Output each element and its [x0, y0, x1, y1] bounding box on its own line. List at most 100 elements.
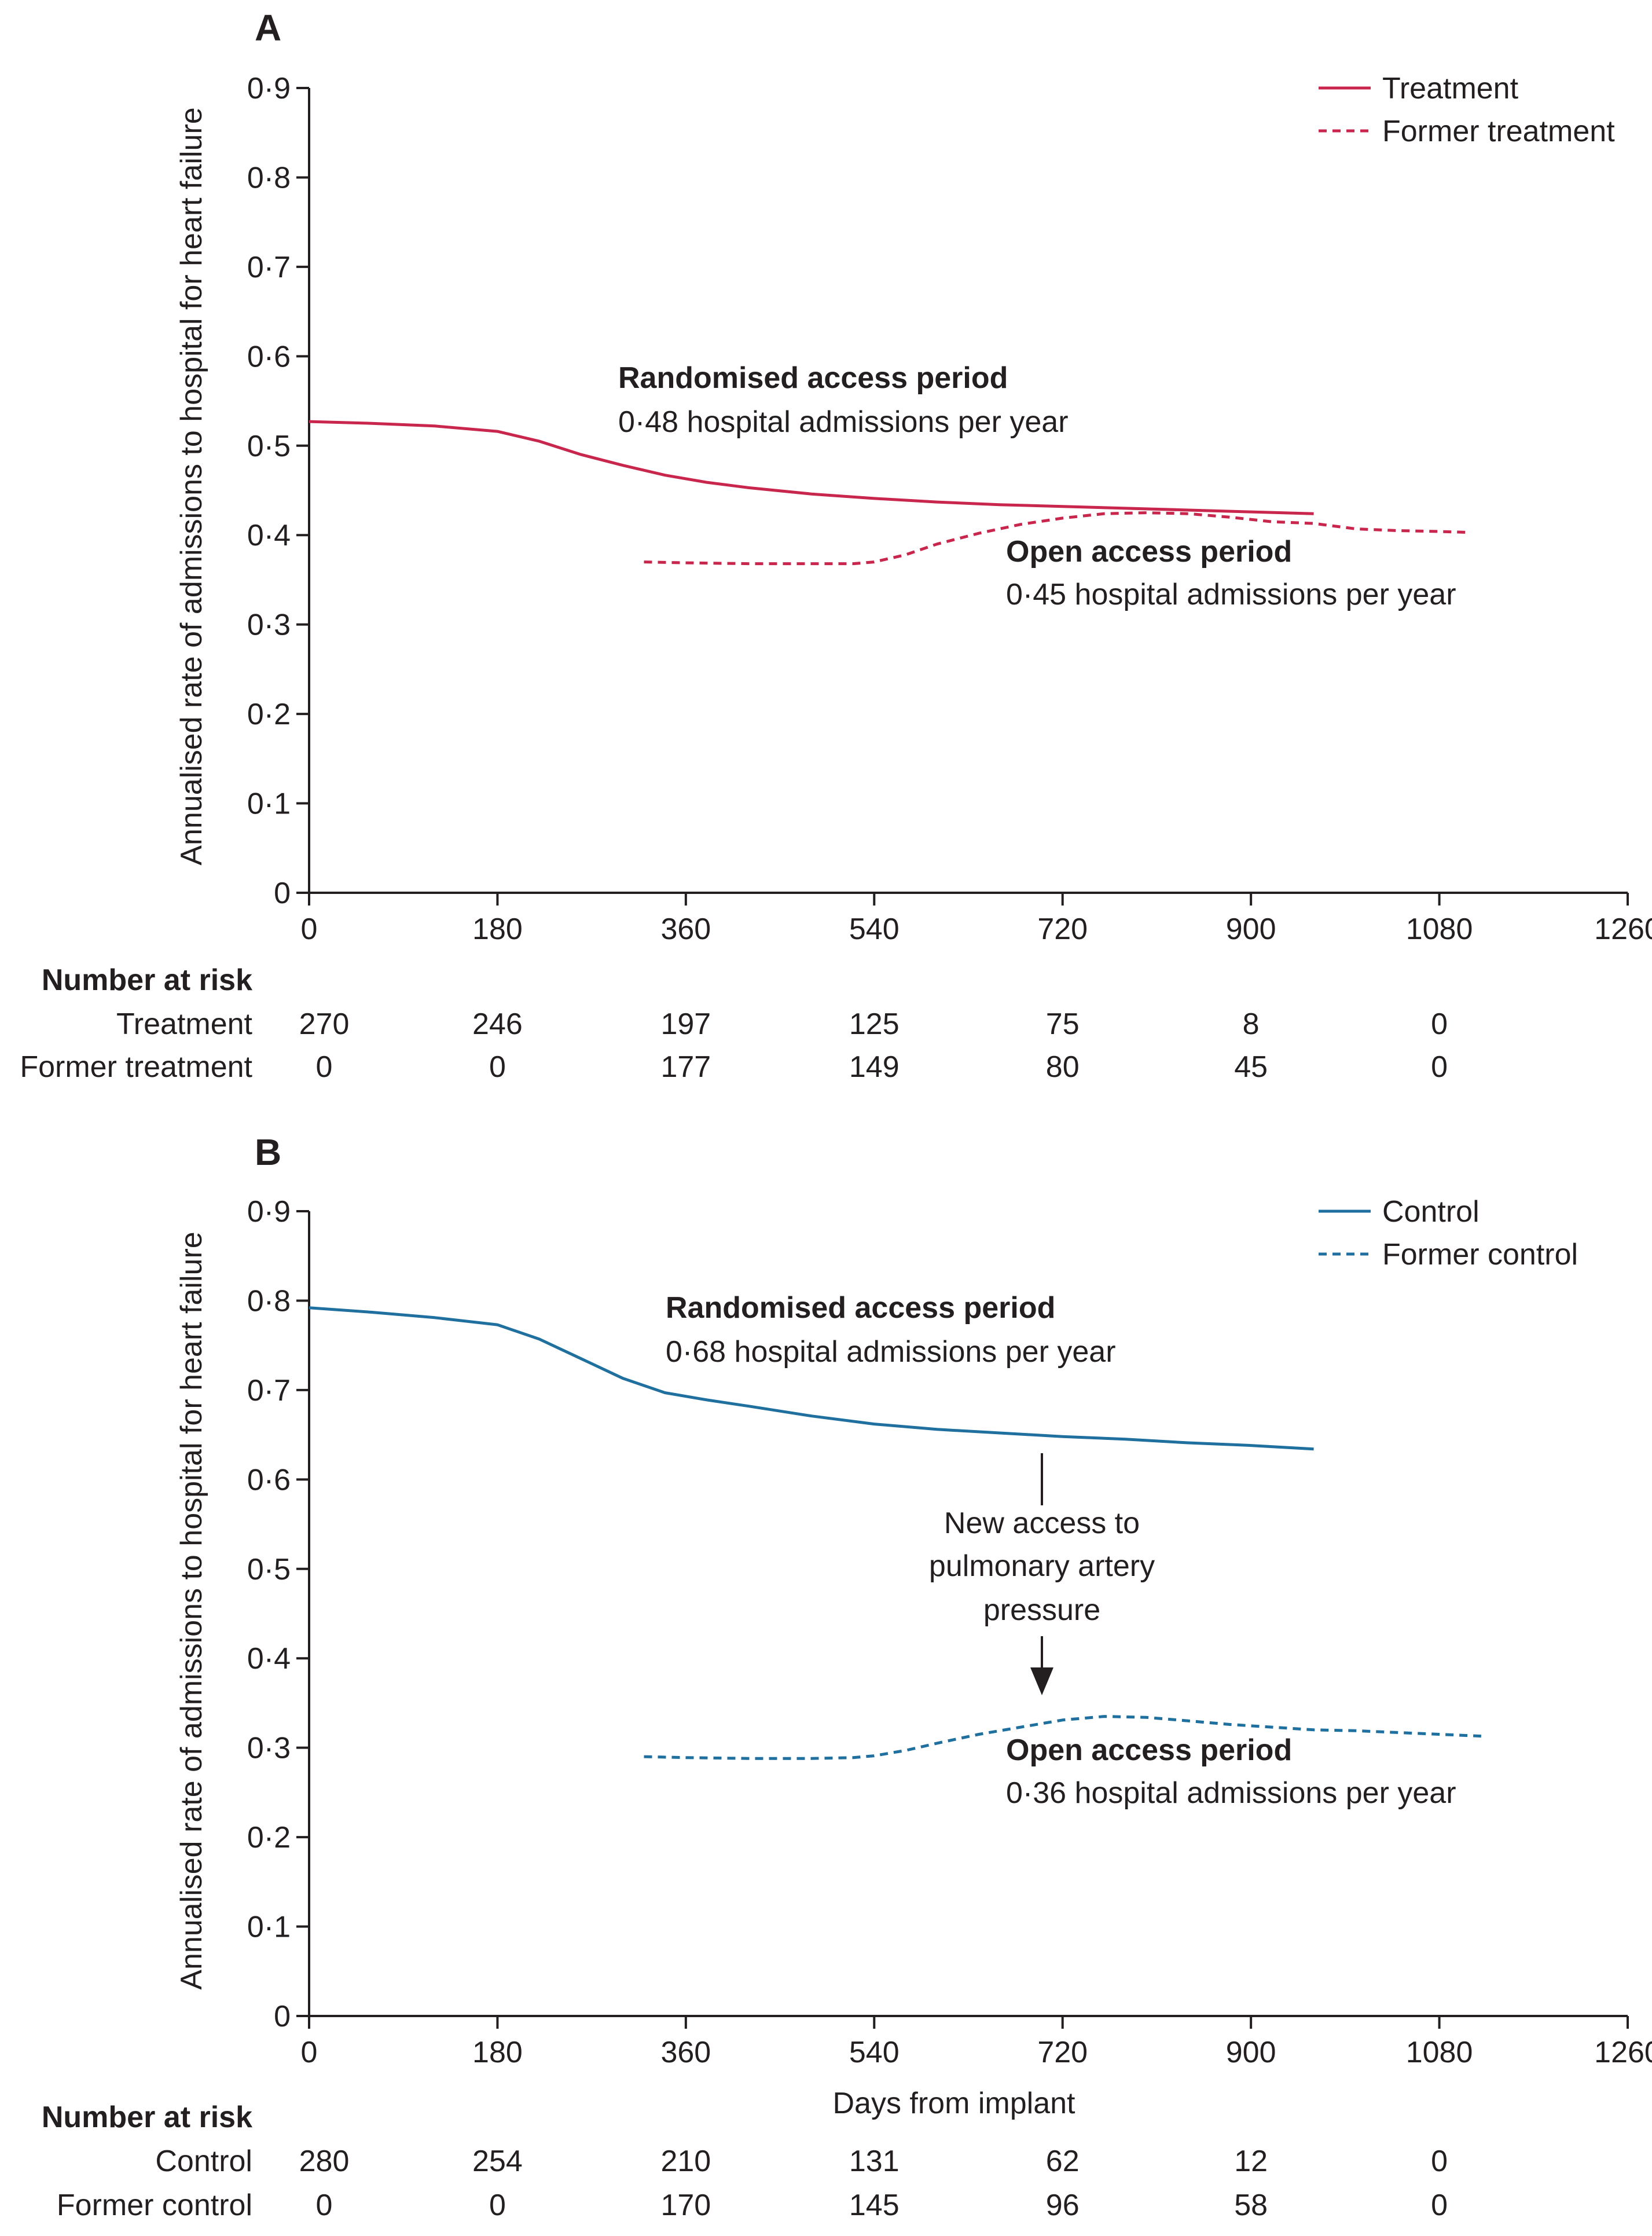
y-tick-label: 0·6 [247, 340, 291, 373]
risk-table-heading: Number at risk [42, 963, 252, 997]
y-tick-label: 0·1 [247, 787, 291, 821]
callout-text-line: pressure [983, 1593, 1100, 1627]
risk-row-label: Former control [57, 2189, 252, 2222]
annotation-randomised-rate: 0·48 hospital admissions per year [618, 405, 1069, 439]
x-tick-label: 540 [849, 912, 900, 946]
x-tick-label: 180 [472, 2036, 523, 2069]
risk-value: 0 [316, 2189, 333, 2222]
panel-b-risk-values: 280 254 210 131 62 12 0 0 0 170 145 96 58 0 [299, 2145, 1448, 2222]
y-tick-label: 0 [274, 877, 291, 910]
series-line-former-control [644, 1715, 1482, 1760]
panel-b-y-axis-title: Annualised rate of admissions to hospita… [175, 1231, 208, 1989]
risk-value: 0 [1431, 2189, 1448, 2222]
x-tick-label: 0 [301, 2036, 318, 2069]
callout-text-line: New access to [944, 1506, 1140, 1540]
risk-value: 80 [1046, 1050, 1080, 1084]
risk-value: 270 [299, 1007, 350, 1041]
y-tick-label: 0·4 [247, 519, 291, 552]
x-tick-label: 360 [660, 2036, 711, 2069]
y-tick-label: 0·4 [247, 1642, 291, 1676]
y-tick-label: 0·8 [247, 161, 291, 195]
risk-value: 58 [1234, 2189, 1268, 2222]
y-tick-label: 0·2 [247, 1821, 291, 1854]
risk-value: 246 [472, 1007, 523, 1041]
y-tick-label: 0·7 [247, 251, 291, 284]
legend-label-treatment: Treatment [1382, 72, 1519, 105]
x-tick-label: 0 [301, 912, 318, 946]
risk-value: 177 [660, 1050, 711, 1084]
risk-value: 145 [849, 2189, 900, 2222]
risk-value: 62 [1046, 2145, 1080, 2178]
x-tick-label: 720 [1037, 2036, 1088, 2069]
risk-value: 210 [660, 2145, 711, 2178]
risk-value: 254 [472, 2145, 523, 2178]
x-tick-label: 180 [472, 912, 523, 946]
risk-value: 197 [660, 1007, 711, 1041]
panel-a-y-ticks: 0 0·1 0·2 0·3 0·4 0·5 0·6 0·7 0·8 0·9 [247, 72, 309, 910]
risk-value: 75 [1046, 1007, 1080, 1041]
annotation-open-title: Open access period [1006, 535, 1292, 569]
panel-a-x-ticks: 0 180 360 540 720 900 1080 1260 [301, 893, 1652, 946]
x-tick-label: 1260 [1594, 2036, 1652, 2069]
panel-a-series [309, 420, 1471, 566]
panel-b-x-axis-title: Days from implant [833, 2087, 1076, 2120]
risk-value: 125 [849, 1007, 900, 1041]
series-line-former-treatment [644, 511, 1471, 566]
risk-row-label: Former treatment [20, 1050, 252, 1084]
x-tick-label: 900 [1226, 2036, 1276, 2069]
annotation-open-rate: 0·45 hospital admissions per year [1006, 578, 1456, 611]
panel-b-legend: Control Former control [1319, 1195, 1578, 1271]
risk-value: 96 [1046, 2189, 1080, 2222]
risk-value: 12 [1234, 2145, 1268, 2178]
x-tick-label: 1260 [1594, 912, 1652, 946]
annotation-randomised-title: Randomised access period [666, 1291, 1055, 1325]
panel-b: B Annualised rate of admissions to hospi… [42, 1131, 1652, 2222]
panel-b-series [309, 1306, 1482, 1760]
annotation-open-rate: 0·36 hospital admissions per year [1006, 1776, 1456, 1810]
y-tick-label: 0·2 [247, 698, 291, 731]
y-tick-label: 0·3 [247, 1732, 291, 1765]
annotation-open-title: Open access period [1006, 1733, 1292, 1767]
y-tick-label: 0·3 [247, 609, 291, 642]
risk-table-heading: Number at risk [42, 2101, 252, 2134]
risk-value: 170 [660, 2189, 711, 2222]
legend-label-former-control: Former control [1382, 1238, 1578, 1271]
x-tick-label: 900 [1226, 912, 1276, 946]
panel-a: A Annualised rate of admissions to hospi… [20, 7, 1652, 1084]
new-access-callout: New access to pulmonary artery pressure [929, 1453, 1155, 1695]
risk-value: 8 [1243, 1007, 1260, 1041]
y-tick-label: 0 [274, 2000, 291, 2033]
callout-arrow-head [1030, 1667, 1053, 1695]
risk-value: 149 [849, 1050, 900, 1084]
panel-b-y-ticks: 0 0·1 0·2 0·3 0·4 0·5 0·6 0·7 0·8 0·9 [247, 1195, 309, 2033]
risk-value: 280 [299, 2145, 350, 2178]
risk-value: 0 [1431, 1050, 1448, 1084]
y-tick-label: 0·9 [247, 1195, 291, 1229]
risk-value: 0 [1431, 1007, 1448, 1041]
series-line-treatment [309, 420, 1314, 515]
annotation-randomised-title: Randomised access period [618, 361, 1008, 395]
legend-label-former-treatment: Former treatment [1382, 115, 1615, 148]
legend-label-control: Control [1382, 1195, 1480, 1229]
x-tick-label: 1080 [1406, 912, 1473, 946]
risk-value: 0 [489, 2189, 506, 2222]
risk-value: 0 [489, 1050, 506, 1084]
annotation-randomised-rate: 0·68 hospital admissions per year [666, 1335, 1116, 1369]
y-tick-label: 0·6 [247, 1463, 291, 1497]
risk-value: 131 [849, 2145, 900, 2178]
y-tick-label: 0·7 [247, 1374, 291, 1407]
risk-row-label: Treatment [116, 1007, 253, 1041]
x-tick-label: 360 [660, 912, 711, 946]
panel-b-label: B [255, 1131, 281, 1173]
y-tick-label: 0·8 [247, 1284, 291, 1318]
callout-text-line: pulmonary artery [929, 1549, 1155, 1583]
x-tick-label: 540 [849, 2036, 900, 2069]
x-tick-label: 1080 [1406, 2036, 1473, 2069]
risk-value: 0 [316, 1050, 333, 1084]
y-tick-label: 0·9 [247, 72, 291, 105]
panel-a-legend: Treatment Former treatment [1319, 72, 1615, 148]
x-tick-label: 720 [1037, 912, 1088, 946]
risk-value: 0 [1431, 2145, 1448, 2178]
panel-a-y-axis-title: Annualised rate of admissions to hospita… [175, 107, 208, 865]
